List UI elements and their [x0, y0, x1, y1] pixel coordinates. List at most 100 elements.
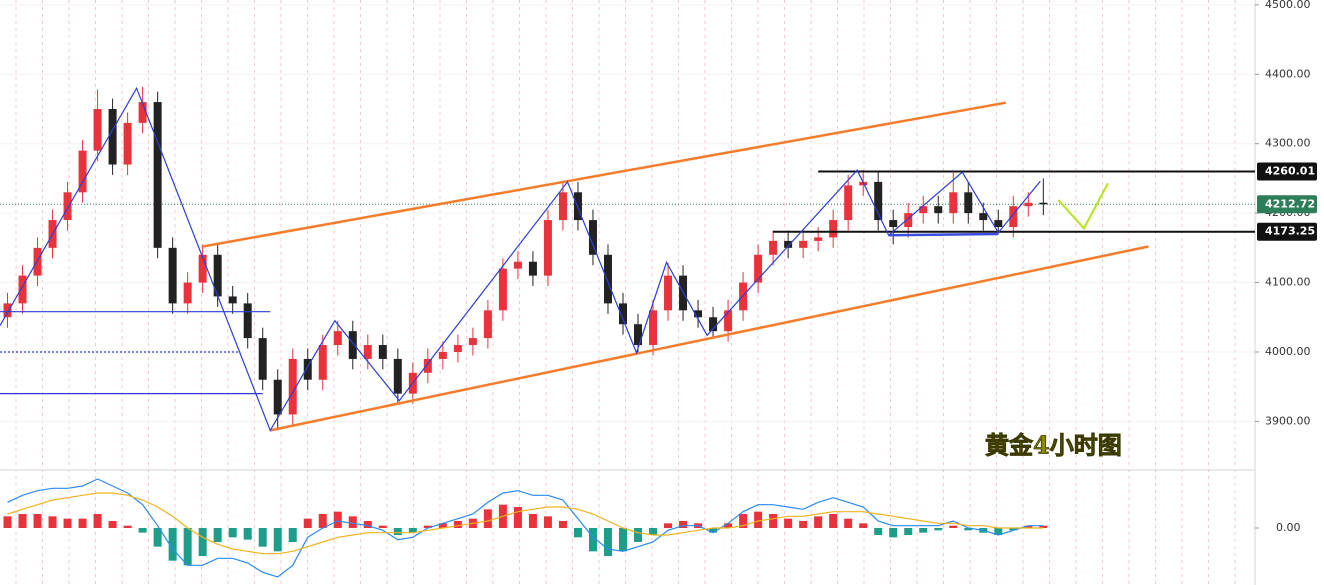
candle-body [18, 275, 27, 304]
macd-bar [363, 521, 372, 528]
candle-body [994, 220, 1003, 228]
macd-bar [108, 521, 117, 528]
price-label-box [1257, 222, 1317, 241]
macd-bar [994, 528, 1003, 535]
candle-body [528, 261, 537, 276]
macd-bar [618, 528, 627, 552]
candle-body [153, 102, 162, 248]
y-tick-label: 0.00 [1276, 521, 1301, 534]
candle-body [168, 247, 177, 304]
annotation-line [1057, 182, 1109, 231]
macd-bar [453, 521, 462, 528]
candle-body [844, 185, 853, 221]
candle-body [543, 220, 552, 276]
macd-bar [243, 528, 252, 540]
annotation: 黄金4小时图 [985, 431, 1122, 460]
candle-body [588, 220, 597, 255]
macd-bar [964, 528, 973, 531]
candle-body [919, 206, 928, 214]
macd-bar [1009, 528, 1018, 531]
macd-bar [543, 516, 552, 528]
macd-bar [78, 518, 87, 528]
macd-bar [1039, 525, 1048, 528]
candle-body [243, 303, 252, 339]
macd-bar [709, 528, 718, 533]
candle-body [468, 338, 477, 346]
candle-body [78, 150, 87, 193]
macd-bar [949, 525, 958, 528]
macd-bar [844, 518, 853, 528]
candle-body [889, 220, 898, 228]
candle-body [228, 296, 237, 304]
candle-body [303, 358, 312, 380]
candle-body [874, 181, 883, 221]
candle-body [3, 303, 12, 318]
candle-body [438, 351, 447, 359]
macd-bar [1024, 525, 1033, 528]
macd-bar [228, 528, 237, 538]
candle-body [664, 275, 673, 311]
macd-bar [919, 528, 928, 533]
candle-body [979, 213, 988, 221]
candle-body [33, 247, 42, 276]
macd-bar [3, 516, 12, 528]
candle-body [453, 345, 462, 352]
annotation-line [269, 245, 1149, 432]
macd-bar [739, 514, 748, 528]
candle-body [618, 303, 627, 325]
candle-body [769, 240, 778, 255]
candle-body [1024, 202, 1033, 207]
macd-bar [664, 523, 673, 528]
candle-body [649, 310, 658, 346]
candle-body [573, 192, 582, 221]
macd-bar [513, 507, 522, 528]
macd-bar [754, 511, 763, 528]
macd-bar [123, 525, 132, 528]
macd-bar [48, 516, 57, 528]
macd-bar [814, 516, 823, 528]
price-label: 4173.25 [1265, 225, 1315, 238]
macd-bar [213, 528, 222, 542]
y-tick-label: 4300.00 [1265, 137, 1311, 150]
candle-body [288, 358, 297, 415]
candle-body [603, 254, 612, 304]
candle-body [318, 345, 327, 380]
macd-bar [423, 525, 432, 528]
candle-body [634, 324, 643, 346]
macd-bar [183, 528, 192, 566]
macd-bar [408, 528, 417, 533]
y-tick-label: 4500.00 [1265, 0, 1311, 11]
macd-line [7, 492, 1044, 555]
price-label: 4260.01 [1265, 164, 1315, 177]
macd-bar [168, 528, 177, 561]
macd-bar [198, 528, 207, 556]
candle-body [829, 220, 838, 238]
macd-bar [138, 528, 147, 533]
candle-body [258, 338, 267, 380]
macd-bar [679, 521, 688, 528]
macd-bar [769, 514, 778, 528]
candle-body [198, 254, 207, 283]
candle-body [213, 254, 222, 297]
candle-body [498, 268, 507, 311]
y-tick-label: 3900.00 [1265, 414, 1311, 427]
macd-bar [153, 528, 162, 547]
candle-body [123, 122, 132, 165]
macd-bar [393, 528, 402, 535]
price-label: 4212.72 [1265, 197, 1315, 210]
y-tick-label: 4100.00 [1265, 276, 1311, 289]
macd-bar [558, 521, 567, 528]
candle-body [949, 192, 958, 214]
macd-bar [904, 528, 913, 535]
macd-bar [603, 528, 612, 556]
macd-bar [724, 523, 733, 528]
macd-bar [874, 528, 883, 535]
macd-bar [33, 514, 42, 528]
macd-bar [378, 525, 387, 528]
macd-bar [318, 514, 327, 528]
macd-bar [63, 518, 72, 528]
candle-body [709, 317, 718, 332]
macd-bar [829, 514, 838, 528]
candle-body [333, 331, 342, 346]
candle-body [754, 254, 763, 283]
